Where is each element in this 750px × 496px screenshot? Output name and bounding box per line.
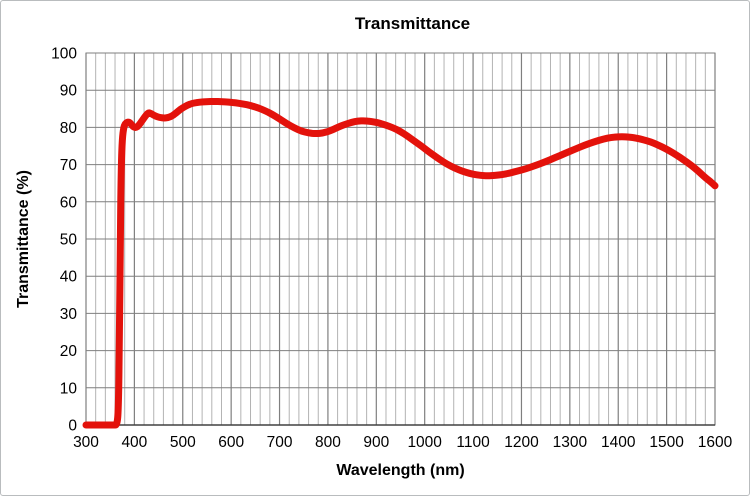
y-tick-label: 100 — [51, 46, 77, 63]
chart-title: Transmittance — [355, 14, 470, 33]
y-tick-label: 30 — [60, 306, 78, 323]
x-axis-title: Wavelength (nm) — [336, 462, 464, 479]
x-tick-label: 1100 — [456, 434, 490, 451]
x-tick-label: 1000 — [407, 434, 442, 451]
x-tick-labels: 300 400 500 600 700 800 900 1000 1100 1200 1300 140… — [73, 434, 733, 451]
x-tick-label: 800 — [315, 434, 341, 451]
x-tick-label: 600 — [218, 434, 244, 451]
y-axis-title: Transmittance (%) — [15, 170, 32, 308]
y-tick-label: 80 — [60, 120, 78, 137]
x-tick-label: 1400 — [601, 434, 636, 451]
y-tick-label: 90 — [60, 83, 78, 100]
x-tick-label: 400 — [121, 434, 147, 451]
y-tick-label: 50 — [60, 232, 78, 249]
y-tick-label: 10 — [60, 380, 78, 397]
y-tick-label: 0 — [68, 418, 77, 435]
x-tick-label: 1200 — [504, 434, 539, 451]
x-tick-label: 900 — [363, 434, 389, 451]
x-tick-label: 1600 — [698, 434, 733, 451]
horizontal-gridlines — [86, 52, 715, 389]
transmittance-curve — [82, 97, 719, 429]
x-tick-label: 300 — [73, 434, 99, 451]
x-tick-label: 1300 — [553, 434, 588, 451]
y-tick-label: 20 — [60, 343, 78, 360]
y-tick-label: 40 — [60, 269, 78, 286]
y-tick-label: 70 — [60, 157, 78, 174]
x-tick-label: 500 — [170, 434, 196, 451]
y-tick-label: 60 — [60, 194, 78, 211]
x-tick-label: 1500 — [649, 434, 684, 451]
x-tick-label: 700 — [267, 434, 293, 451]
y-tick-labels: 0 10 20 30 40 50 60 70 80 90 100 — [51, 46, 77, 435]
